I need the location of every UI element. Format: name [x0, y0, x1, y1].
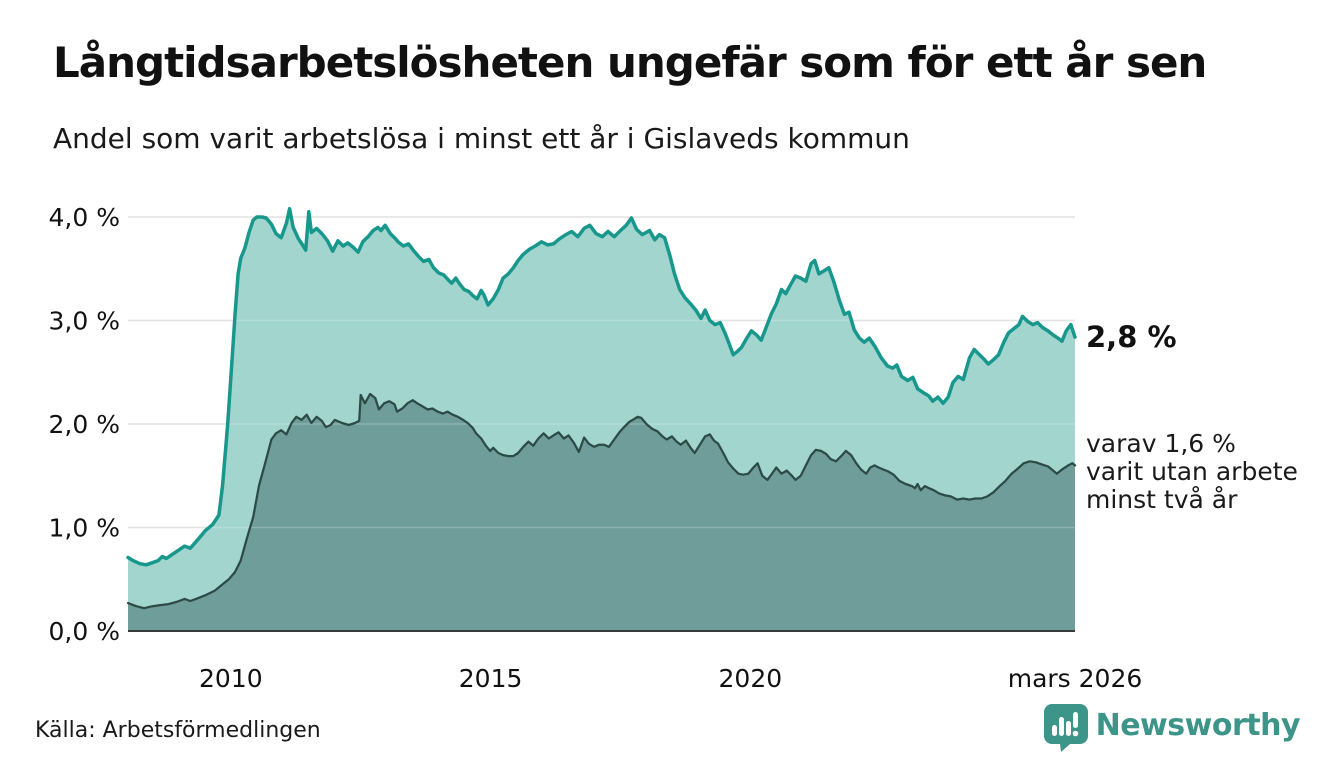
x-tick-label: 2010	[199, 664, 263, 693]
line-series-1	[126, 206, 1077, 567]
secondary-label-line1: varav 1,6 %	[1086, 429, 1236, 458]
x-tick-label: mars 2026	[1008, 664, 1143, 693]
y-tick-label: 4,0 %	[49, 203, 120, 232]
secondary-label-line3: minst två år	[1086, 485, 1238, 514]
logo-text: Newsworthy	[1095, 708, 1301, 743]
y-tick-label: 3,0 %	[49, 307, 120, 336]
y-tick-label: 0,0 %	[49, 617, 120, 646]
page-title: Långtidsarbetslösheten ungefär som för e…	[53, 38, 1207, 87]
secondary-label-line2: varit utan arbete	[1086, 457, 1298, 486]
latest-value-label: 2,8 %	[1086, 320, 1177, 354]
bar-chart-bubble-icon	[1043, 704, 1088, 752]
secondary-series-label: varav 1,6 % varit utan arbete minst två …	[1086, 430, 1298, 514]
y-tick-label: 1,0 %	[49, 514, 120, 543]
y-tick-label: 2,0 %	[49, 410, 120, 439]
source-note: Källa: Arbetsförmedlingen	[35, 718, 321, 743]
line-series-2	[126, 392, 1077, 610]
area-series-2	[128, 394, 1075, 631]
x-tick-label: 2015	[459, 664, 523, 693]
newsworthy-logo: Newsworthy	[1043, 704, 1301, 754]
x-tick-label: 2020	[719, 664, 783, 693]
chart-subtitle: Andel som varit arbetslösa i minst ett å…	[53, 122, 910, 155]
